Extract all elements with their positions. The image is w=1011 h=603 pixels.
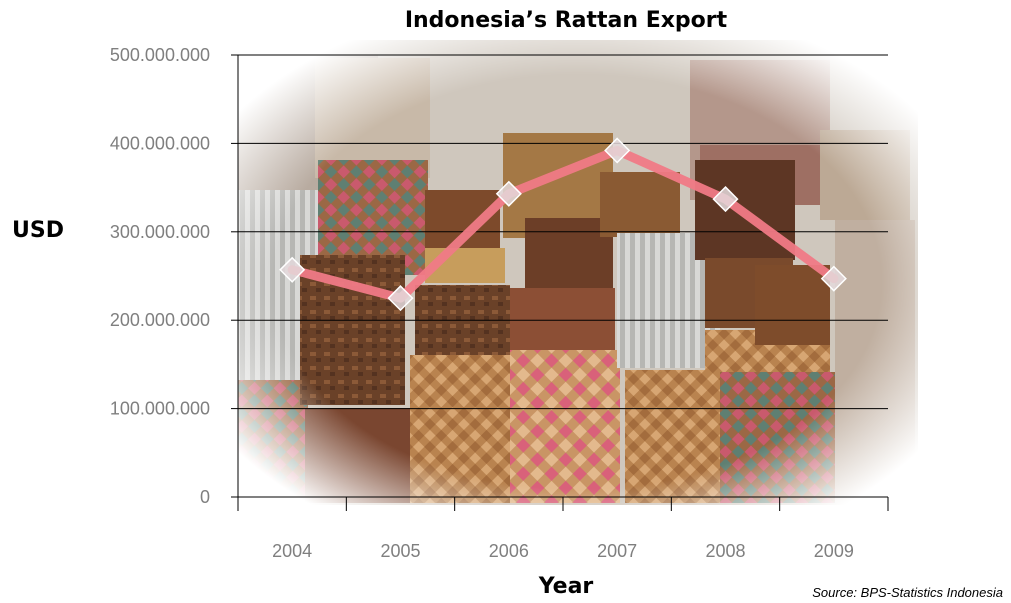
data-point: [820, 265, 847, 292]
data-point: [495, 180, 522, 207]
x-tick-label: 2005: [380, 541, 420, 561]
chart-title: Indonesia’s Rattan Export: [405, 8, 728, 33]
y-tick-label: 200.000.000: [110, 310, 210, 330]
x-tick-label: 2007: [597, 541, 637, 561]
gridlines: [238, 54, 888, 410]
x-tick-label: 2009: [814, 541, 854, 561]
series-layer: [279, 137, 847, 312]
x-tick-label: 2006: [489, 541, 529, 561]
x-tick-label: 2004: [272, 541, 312, 561]
axes: [231, 54, 889, 511]
x-axis-title: Year: [538, 574, 594, 599]
y-tick-label: 300.000.000: [110, 222, 210, 242]
data-point: [387, 285, 414, 312]
series-line: [287, 145, 839, 303]
y-tick-label: 500.000.000: [110, 45, 210, 65]
plot-area: 0 100.000.000 200.000.000 300.000.000 400.00…: [110, 45, 889, 561]
y-tick-label: 400.000.000: [110, 133, 210, 153]
source-note: Source: BPS-Statistics Indonesia: [812, 585, 1003, 600]
y-axis-title: USD: [12, 218, 64, 243]
y-tick-labels: 0 100.000.000 200.000.000 300.000.000 400.00…: [110, 45, 210, 507]
data-point: [712, 186, 739, 213]
x-tick-label: 2008: [705, 541, 745, 561]
x-tick-labels: 2004 2005 2006 2007 2008 2009: [272, 541, 854, 561]
basket-photo-background: [238, 40, 918, 505]
y-tick-label: 0: [200, 487, 210, 507]
y-tick-label: 100.000.000: [110, 399, 210, 419]
data-point: [604, 137, 631, 164]
data-point: [279, 256, 306, 283]
